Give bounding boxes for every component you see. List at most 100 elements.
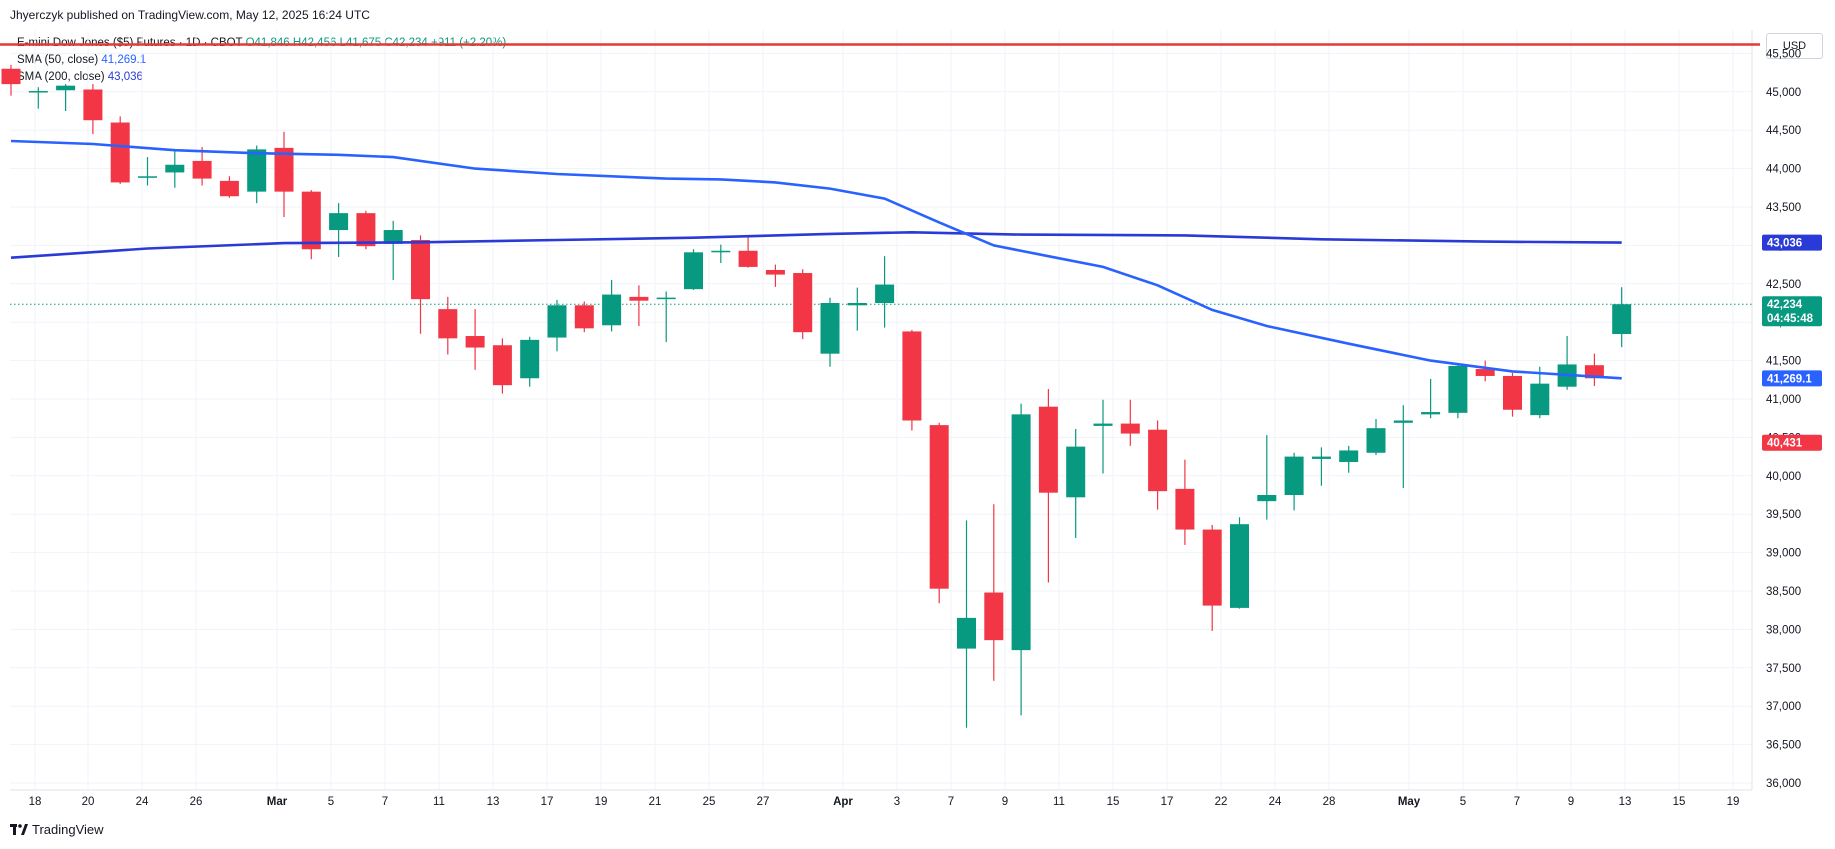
candle[interactable] — [1339, 445, 1359, 473]
x-tick-label: 9 — [1568, 796, 1574, 808]
candle[interactable] — [1612, 287, 1632, 348]
candles — [1, 64, 1632, 728]
y-tick-label: 38,500 — [1766, 586, 1801, 598]
candle[interactable] — [1011, 403, 1031, 716]
x-tick-label: May — [1398, 796, 1421, 808]
candle[interactable] — [820, 297, 840, 367]
candle[interactable] — [329, 203, 349, 257]
sma50-line[interactable] — [10, 139, 1622, 380]
candle[interactable] — [1448, 362, 1468, 419]
x-tick-label: 17 — [1161, 796, 1174, 808]
candle[interactable] — [219, 176, 239, 198]
candle-body — [492, 345, 512, 386]
candle[interactable] — [1148, 420, 1168, 510]
candle[interactable] — [793, 269, 813, 340]
candle[interactable] — [1503, 372, 1522, 417]
candle[interactable] — [1120, 399, 1140, 446]
candle-body — [629, 296, 649, 301]
x-tick-label: 13 — [487, 796, 500, 808]
candle[interactable] — [411, 235, 430, 334]
candle[interactable] — [1421, 379, 1441, 419]
candle[interactable] — [547, 299, 567, 352]
sma200-line[interactable] — [10, 230, 1622, 259]
candle-body — [875, 284, 895, 303]
legend-sma50-row[interactable]: SMA (50, close) 41,269.1 — [17, 52, 506, 69]
candle[interactable] — [1230, 517, 1249, 609]
candle[interactable] — [656, 291, 676, 343]
candle[interactable] — [1257, 435, 1277, 520]
candle[interactable] — [383, 220, 403, 280]
candle[interactable] — [847, 287, 867, 331]
candle-body — [1284, 456, 1304, 495]
legend-sma200-row[interactable]: SMA (200, close) 43,036 — [17, 69, 506, 86]
candle[interactable] — [984, 504, 1004, 681]
candle[interactable] — [465, 309, 485, 370]
x-tick-label: 15 — [1673, 796, 1686, 808]
candle-body — [1311, 456, 1331, 459]
candle[interactable] — [1530, 366, 1550, 419]
candle-body — [902, 331, 922, 421]
candle[interactable] — [957, 520, 976, 728]
candle[interactable] — [28, 87, 48, 109]
candle[interactable] — [83, 84, 103, 135]
horizontal-line[interactable] — [0, 43, 1760, 305]
candle[interactable] — [1311, 447, 1331, 486]
y-tick-label: 44,500 — [1766, 125, 1801, 137]
candle-body — [192, 160, 212, 179]
candle[interactable] — [1475, 360, 1495, 382]
candle[interactable] — [1, 64, 21, 96]
candle-body — [83, 89, 103, 121]
y-tick-label: 45,000 — [1766, 87, 1801, 99]
candle-body — [1612, 304, 1632, 335]
candle-body — [711, 250, 731, 253]
candle[interactable] — [1175, 459, 1195, 545]
price-badges: 43,036 41,269.1 40,431 42,234 04:45:48 — [1762, 234, 1822, 451]
candle[interactable] — [1584, 353, 1604, 386]
current-price-badge-countdown: 04:45:48 — [1767, 313, 1814, 325]
x-tick-label: 24 — [136, 796, 149, 808]
candle[interactable] — [1093, 399, 1113, 474]
candle-body — [1366, 428, 1386, 453]
candle[interactable] — [301, 190, 321, 260]
x-tick-label: 5 — [328, 796, 334, 808]
y-tick-label: 44,000 — [1766, 164, 1801, 176]
x-axis-ticks: 18 20 24 26 Mar 5 7 11 13 17 19 21 25 27 Apr 3 7 9 11 15 17 2… — [29, 796, 1740, 808]
x-tick-label: 21 — [649, 796, 662, 808]
candle[interactable] — [438, 296, 458, 355]
candle-body — [1148, 429, 1168, 492]
candle[interactable] — [711, 244, 731, 264]
candle[interactable] — [602, 279, 622, 332]
tradingview-logo[interactable]: TradingView — [10, 822, 104, 837]
candle[interactable] — [574, 301, 594, 333]
candle[interactable] — [138, 157, 157, 186]
candle[interactable] — [875, 256, 895, 328]
candle[interactable] — [902, 329, 922, 431]
candle[interactable] — [247, 145, 267, 204]
candle[interactable] — [1202, 524, 1222, 631]
candle[interactable] — [492, 338, 512, 394]
candle[interactable] — [738, 236, 758, 268]
candle[interactable] — [192, 147, 212, 186]
candle-body — [1339, 450, 1359, 462]
price-badge: 41,269.1 — [1762, 370, 1822, 387]
candle[interactable] — [929, 422, 949, 604]
candle[interactable] — [520, 336, 540, 387]
candle[interactable] — [1284, 452, 1304, 511]
candle[interactable] — [1393, 405, 1413, 489]
candle[interactable] — [629, 285, 649, 327]
candle[interactable] — [1066, 428, 1086, 539]
footer-brand: TradingView — [32, 822, 104, 837]
candle-body — [138, 176, 157, 178]
candle[interactable] — [110, 116, 130, 184]
candle[interactable] — [274, 131, 294, 217]
candle[interactable] — [1557, 336, 1577, 390]
candle[interactable] — [1038, 389, 1058, 583]
candle[interactable] — [684, 249, 703, 290]
symbol-title[interactable]: E-mini Dow Jones ($5) Futures · 1D · CBO… — [17, 37, 243, 49]
candle[interactable] — [165, 149, 185, 188]
candle[interactable] — [1366, 418, 1386, 456]
candle[interactable] — [56, 84, 76, 111]
currency-button[interactable]: USD — [1766, 33, 1823, 59]
candle[interactable] — [765, 264, 785, 287]
